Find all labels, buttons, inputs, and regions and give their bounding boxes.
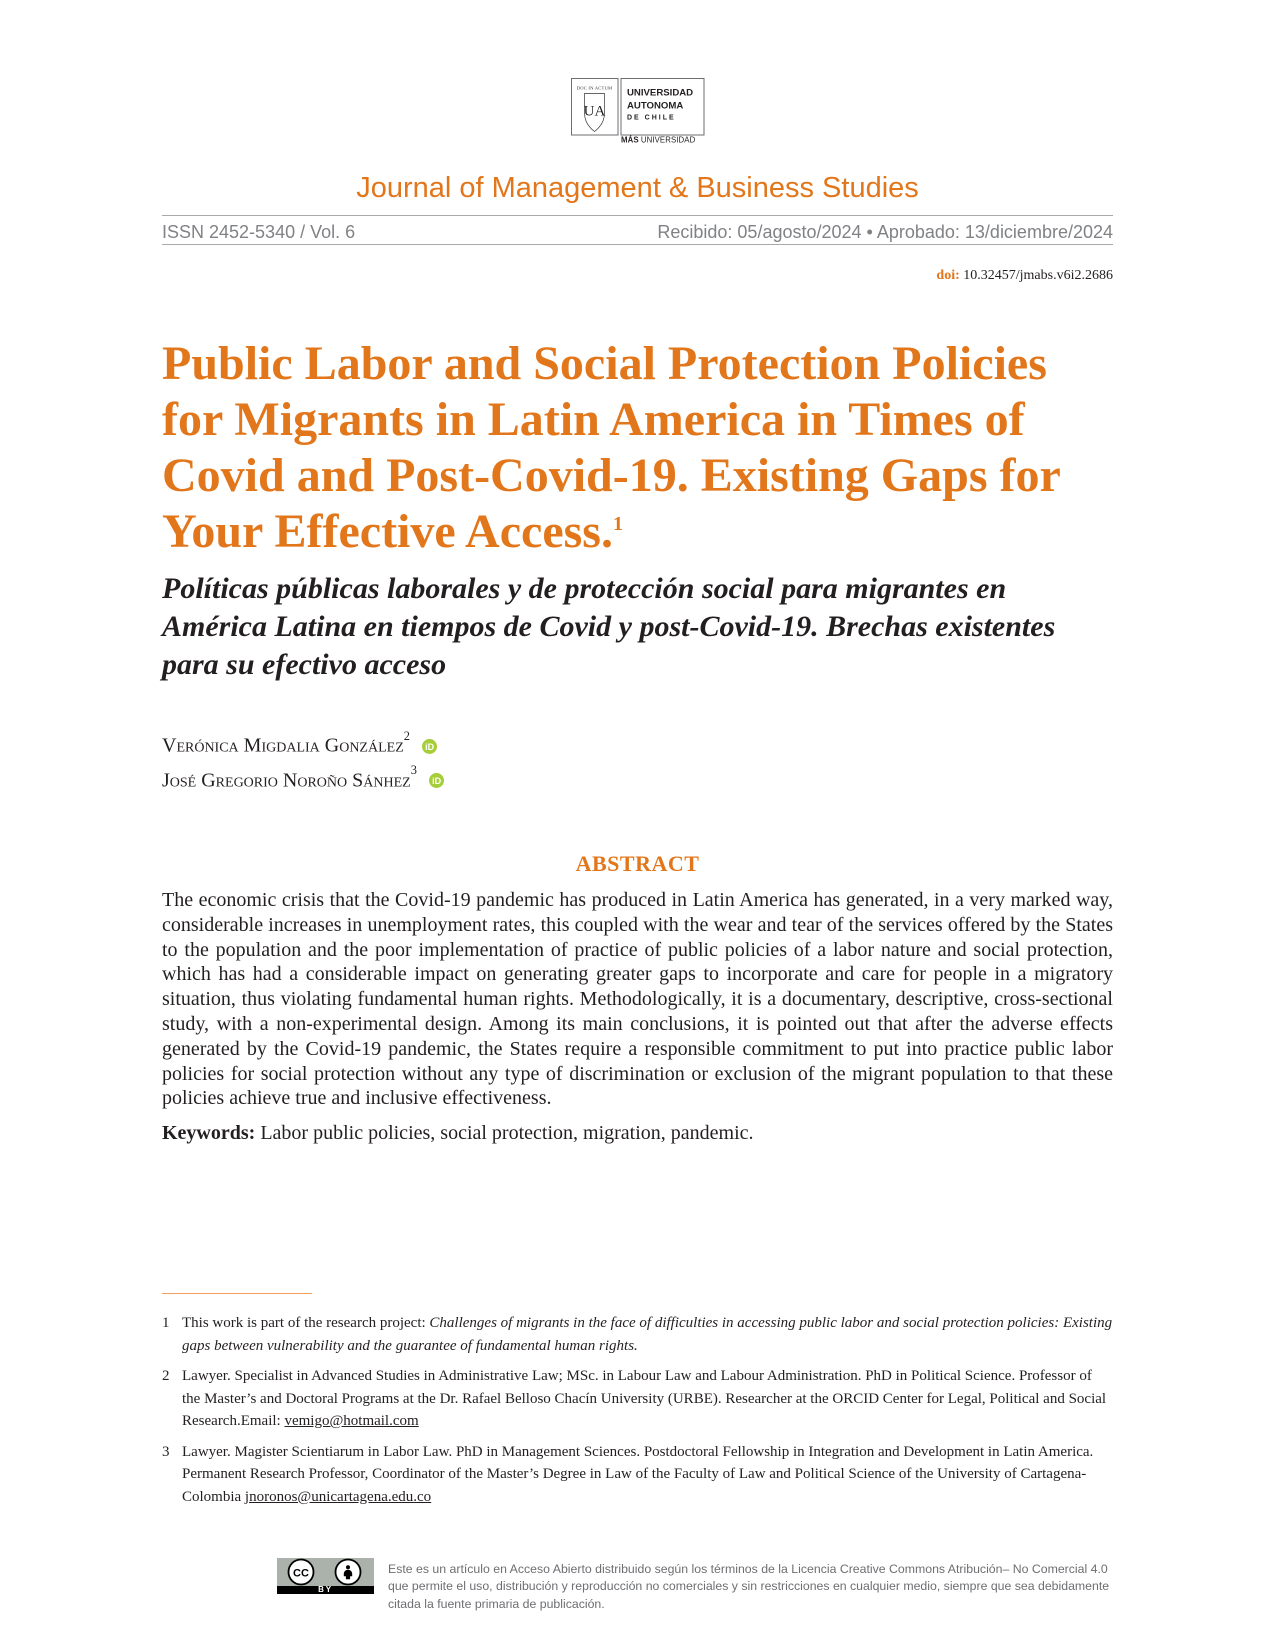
svg-text:CC: CC	[293, 1568, 309, 1580]
svg-text:DE CHILE: DE CHILE	[627, 115, 676, 122]
svg-text:DOC IN ACTUM: DOC IN ACTUM	[577, 86, 613, 91]
svg-text:AUTONOMA: AUTONOMA	[627, 101, 683, 112]
svg-text:UA: UA	[584, 104, 606, 120]
svg-text:MÁS UNIVERSIDAD: MÁS UNIVERSIDAD	[621, 136, 696, 145]
svg-text:iD: iD	[432, 776, 442, 786]
svg-text:UNIVERSIDAD: UNIVERSIDAD	[627, 88, 693, 99]
svg-text:BY: BY	[318, 1585, 333, 1594]
svg-text:iD: iD	[425, 741, 435, 751]
